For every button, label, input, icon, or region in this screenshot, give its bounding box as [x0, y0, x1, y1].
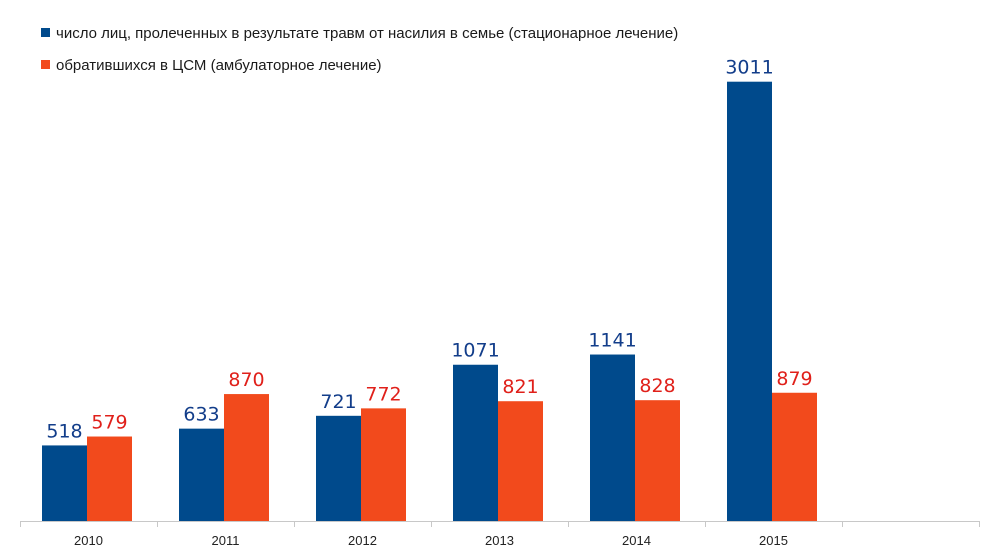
value-label-2011-series-2: 870 [228, 369, 264, 391]
value-label-2014-series-1: 1141 [588, 330, 636, 352]
bar-2010-series-1 [42, 445, 87, 521]
bar-2012-series-2 [361, 408, 406, 521]
legend: число лиц, пролеченных в результате трав… [41, 25, 678, 74]
value-label-2012-series-2: 772 [365, 383, 401, 405]
legend-label-series-1: число лиц, пролеченных в результате трав… [56, 25, 678, 42]
legend-swatch-series-1 [41, 28, 50, 37]
legend-label-series-2: обратившихся в ЦСМ (амбулаторное лечение… [56, 57, 382, 74]
x-tick-label-2011: 2011 [212, 533, 240, 548]
bar-2015-series-2 [772, 392, 817, 521]
x-tick-label-2013: 2013 [485, 533, 514, 548]
value-label-2010-series-2: 579 [91, 412, 127, 434]
x-tick-label-2010: 2010 [74, 533, 103, 548]
x-tick-label-2014: 2014 [622, 533, 651, 548]
value-label-2013-series-2: 821 [502, 376, 538, 398]
value-label-2015-series-1: 3011 [725, 57, 773, 79]
value-label-2015-series-2: 879 [776, 368, 812, 390]
value-label-2013-series-1: 1071 [451, 340, 499, 362]
bar-2014-series-2 [635, 400, 680, 521]
bar-2010-series-2 [87, 436, 132, 521]
value-label-2014-series-2: 828 [639, 375, 675, 397]
bars-group [42, 81, 817, 521]
bar-2011-series-1 [179, 428, 224, 521]
value-label-2012-series-1: 721 [320, 391, 356, 413]
x-tick-label-2015: 2015 [759, 533, 788, 548]
x-tick-label-2012: 2012 [348, 533, 377, 548]
bar-2013-series-2 [498, 401, 543, 521]
legend-swatch-series-2 [41, 60, 50, 69]
bar-2014-series-1 [590, 354, 635, 521]
bar-2012-series-1 [316, 415, 361, 521]
bar-2015-series-1 [727, 81, 772, 521]
value-label-2010-series-1: 518 [46, 420, 82, 442]
bar-2011-series-2 [224, 394, 269, 521]
x-axis: 2010 2011 2012 2013 2014 2015 [20, 521, 980, 548]
bar-2013-series-1 [453, 364, 498, 521]
value-label-2011-series-1: 633 [183, 404, 219, 426]
